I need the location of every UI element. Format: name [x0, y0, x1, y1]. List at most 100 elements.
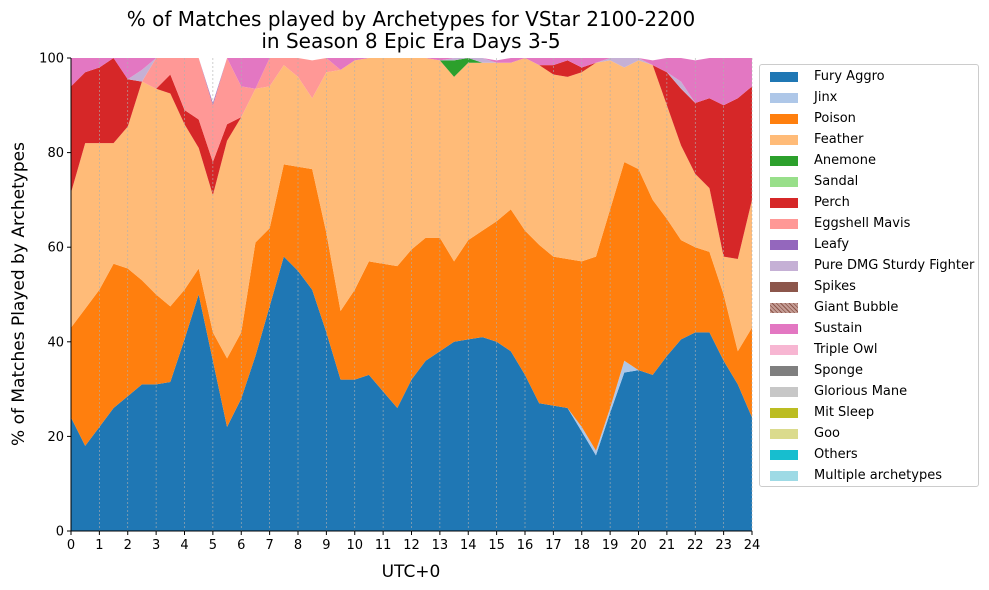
- legend-swatch: [770, 93, 798, 103]
- legend-label: Poison: [814, 111, 856, 126]
- legend-item: Sponge: [770, 362, 863, 380]
- legend-label: Perch: [814, 195, 850, 210]
- legend-swatch: [770, 261, 798, 271]
- y-tick-label: 80: [47, 146, 64, 161]
- chart-title-line: % of Matches played by Archetypes for VS…: [127, 7, 696, 31]
- vertical-grid: [70, 58, 753, 531]
- legend-label: Others: [814, 447, 858, 462]
- legend-item: Feather: [770, 131, 863, 149]
- legend-item: Pure DMG Sturdy Fighter: [770, 257, 974, 275]
- legend-label: Eggshell Mavis: [814, 216, 911, 231]
- x-tick-label: 14: [460, 538, 477, 553]
- legend-swatch: [770, 450, 798, 460]
- legend-swatch: [770, 219, 798, 229]
- legend-item: Jinx: [770, 89, 837, 107]
- x-tick-label: 24: [744, 538, 761, 553]
- area-sustain: [71, 58, 752, 106]
- legend-label: Spikes: [814, 279, 856, 294]
- legend-item: Multiple archetypes: [770, 467, 942, 485]
- y-tick-label: 40: [47, 335, 64, 350]
- x-tick-label: 2: [124, 538, 132, 553]
- legend-label: Jinx: [814, 90, 838, 105]
- legend-swatch: [770, 240, 798, 250]
- legend-label: Feather: [814, 132, 864, 147]
- x-tick-label: 13: [432, 538, 449, 553]
- y-axis-label: % of Matches Played by Archetypes: [9, 142, 29, 446]
- legend-swatch: [770, 282, 798, 292]
- legend: Fury Aggro Jinx Poison Feather Anemone Sandal…: [759, 64, 979, 487]
- legend-swatch: [770, 471, 798, 481]
- x-tick-label: 4: [180, 538, 188, 553]
- legend-swatch: [770, 387, 798, 397]
- legend-swatch: [770, 177, 798, 187]
- x-tick-label: 0: [67, 538, 75, 553]
- x-tick-label: 21: [659, 538, 676, 553]
- legend-label: Giant Bubble: [814, 300, 899, 315]
- legend-item: Glorious Mane: [770, 383, 907, 401]
- legend-swatch: [770, 135, 798, 145]
- legend-swatch: [770, 345, 798, 355]
- legend-item: Triple Owl: [770, 341, 877, 359]
- legend-item: Goo: [770, 425, 840, 443]
- legend-swatch: [770, 303, 798, 313]
- legend-label: Sustain: [814, 321, 863, 336]
- legend-label: Mit Sleep: [814, 405, 875, 420]
- x-tick-label: 12: [403, 538, 420, 553]
- x-tick-label: 5: [209, 538, 217, 553]
- area-perch: [71, 58, 752, 260]
- area-eggshell-mavis: [71, 58, 752, 163]
- chart-title-line: in Season 8 Epic Era Days 3-5: [261, 29, 560, 53]
- x-tick-label: 6: [237, 538, 245, 553]
- x-tick-label: 20: [630, 538, 647, 553]
- legend-item: Others: [770, 446, 858, 464]
- legend-label: Multiple archetypes: [814, 468, 942, 483]
- legend-item: Spikes: [770, 278, 856, 296]
- legend-label: Glorious Mane: [814, 384, 908, 399]
- legend-item: Giant Bubble: [770, 299, 898, 317]
- chart-title: % of Matches played by Archetypes for VS…: [127, 7, 696, 53]
- x-tick-label: 15: [488, 538, 505, 553]
- legend-swatch: [770, 366, 798, 376]
- x-tick-label: 8: [294, 538, 302, 553]
- x-tick-label: 1: [95, 538, 103, 553]
- legend-swatch: [770, 198, 798, 208]
- legend-label: Goo: [814, 426, 840, 441]
- legend-item: Perch: [770, 194, 850, 212]
- legend-label: Triple Owl: [814, 342, 878, 357]
- x-axis-label: UTC+0: [382, 562, 441, 582]
- x-tick-label: 23: [715, 538, 732, 553]
- axes: 0 1 2 3 4 5 6 7 8 9 10 11 12 13 14 15 16 17 18 19 20 21 22 23 24…: [39, 52, 760, 554]
- legend-swatch: [770, 408, 798, 418]
- x-tick-label: 17: [545, 538, 562, 553]
- legend-label: Anemone: [814, 153, 876, 168]
- y-tick-label: 20: [47, 430, 64, 445]
- legend-item: Poison: [770, 110, 856, 128]
- x-tick-label: 10: [346, 538, 363, 553]
- legend-item: Sandal: [770, 173, 858, 191]
- legend-swatch: [770, 324, 798, 334]
- x-tick-label: 19: [602, 538, 619, 553]
- x-tick-label: 22: [687, 538, 704, 553]
- x-tick-label: 16: [517, 538, 534, 553]
- y-tick-label: 100: [39, 52, 64, 67]
- x-tick-label: 11: [375, 538, 392, 553]
- legend-swatch: [770, 114, 798, 124]
- legend-item: Anemone: [770, 152, 876, 170]
- legend-swatch: [770, 72, 798, 82]
- legend-label: Sponge: [814, 363, 863, 378]
- legend-item: Mit Sleep: [770, 404, 874, 422]
- legend-item: Leafy: [770, 236, 849, 254]
- x-tick-label: 9: [322, 538, 330, 553]
- legend-label: Leafy: [814, 237, 850, 252]
- legend-label: Fury Aggro: [814, 69, 885, 84]
- y-tick-label: 60: [47, 241, 64, 256]
- x-tick-label: 3: [152, 538, 160, 553]
- legend-swatch: [770, 156, 798, 166]
- x-tick-label: 7: [265, 538, 273, 553]
- legend-item: Sustain: [770, 320, 862, 338]
- legend-item: Fury Aggro: [770, 68, 885, 86]
- legend-swatch: [770, 429, 798, 439]
- legend-label: Pure DMG Sturdy Fighter: [814, 258, 975, 273]
- legend-label: Sandal: [814, 174, 859, 189]
